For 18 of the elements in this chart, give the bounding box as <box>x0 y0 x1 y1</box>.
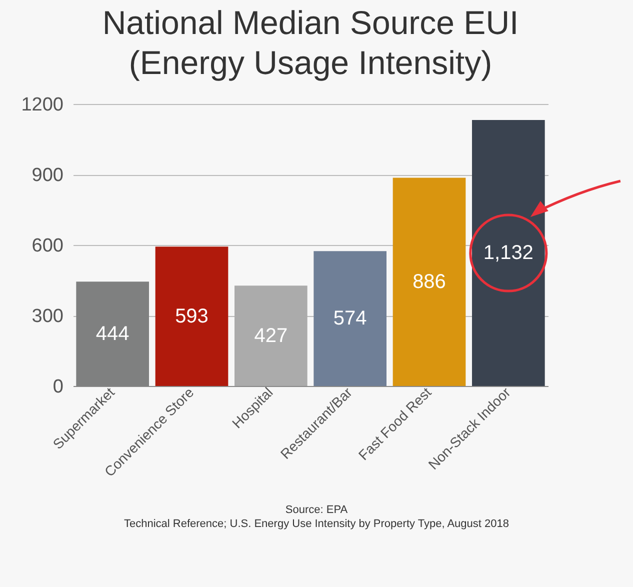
bar <box>314 251 386 386</box>
source-note: Source: EPA <box>284 503 349 517</box>
y-tick-label: 1200 <box>21 94 64 116</box>
data-label: 593 <box>175 305 208 328</box>
bar <box>392 178 466 386</box>
text: Technical Reference; U.S. Energy Use Intensity by Property Type, August 2018 <box>122 517 510 531</box>
y-tick-label: 600 <box>32 236 64 256</box>
data-label: 574 <box>333 308 367 330</box>
data-label: 444 <box>96 322 130 345</box>
data-label: 886 <box>412 270 446 293</box>
y-tick-label: 300 <box>32 306 64 327</box>
data-label: 427 <box>254 324 288 347</box>
y-tick-label: 900 <box>32 165 64 186</box>
bar <box>472 120 545 386</box>
bar <box>234 286 308 386</box>
chart-title: National Median Source EUI (Energy Usage Intensity) <box>102 4 519 81</box>
data-label: 1,132 <box>483 242 534 264</box>
bar <box>155 246 228 386</box>
